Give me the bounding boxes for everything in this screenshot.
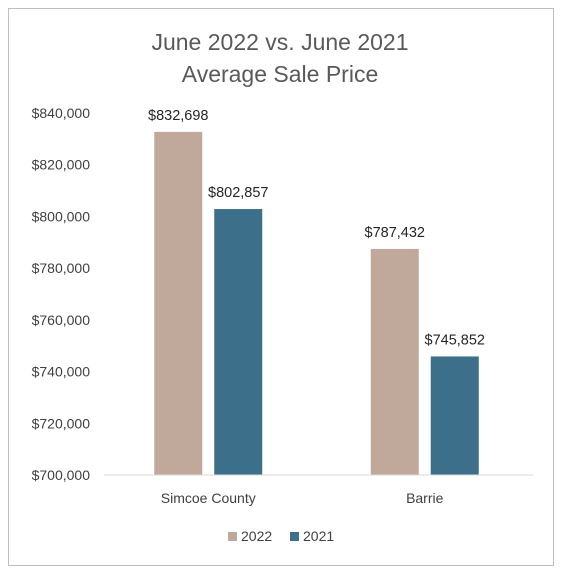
y-tick-label: $740,000	[32, 364, 91, 380]
y-tick-label: $760,000	[32, 312, 91, 328]
y-axis: $700,000 $720,000 $740,000 $760,000 $780,000…	[32, 105, 91, 483]
bar-2021-simcoe-county	[214, 209, 263, 475]
legend: 2022 2021	[228, 528, 334, 544]
bar-2022-barrie	[370, 248, 419, 475]
x-category-label: Simcoe County	[161, 490, 256, 506]
chart-title-line-2: Average Sale Price	[182, 61, 378, 87]
y-tick-label: $840,000	[32, 105, 91, 121]
x-category-label: Barrie	[406, 490, 444, 506]
data-label: $832,698	[148, 108, 208, 124]
bar-2022-simcoe-county	[154, 131, 203, 475]
bars: $832,698 $802,857 $787,432 $745,852	[148, 108, 485, 475]
legend-label-2021: 2021	[303, 528, 334, 544]
legend-swatch-2021	[290, 532, 299, 541]
legend-label-2022: 2022	[241, 528, 272, 544]
y-tick-label: $800,000	[32, 208, 91, 224]
bar-2021-barrie	[430, 356, 479, 475]
data-label: $745,852	[425, 332, 485, 348]
x-axis: Simcoe County Barrie	[104, 474, 533, 506]
data-label: $787,432	[365, 225, 425, 241]
y-tick-label: $780,000	[32, 260, 91, 276]
y-tick-label: $720,000	[32, 415, 91, 431]
data-label: $802,857	[208, 185, 268, 201]
chart-title-line-1: June 2022 vs. June 2021	[151, 29, 408, 55]
legend-swatch-2022	[228, 532, 237, 541]
y-tick-label: $700,000	[32, 467, 91, 483]
y-tick-label: $820,000	[32, 157, 91, 173]
